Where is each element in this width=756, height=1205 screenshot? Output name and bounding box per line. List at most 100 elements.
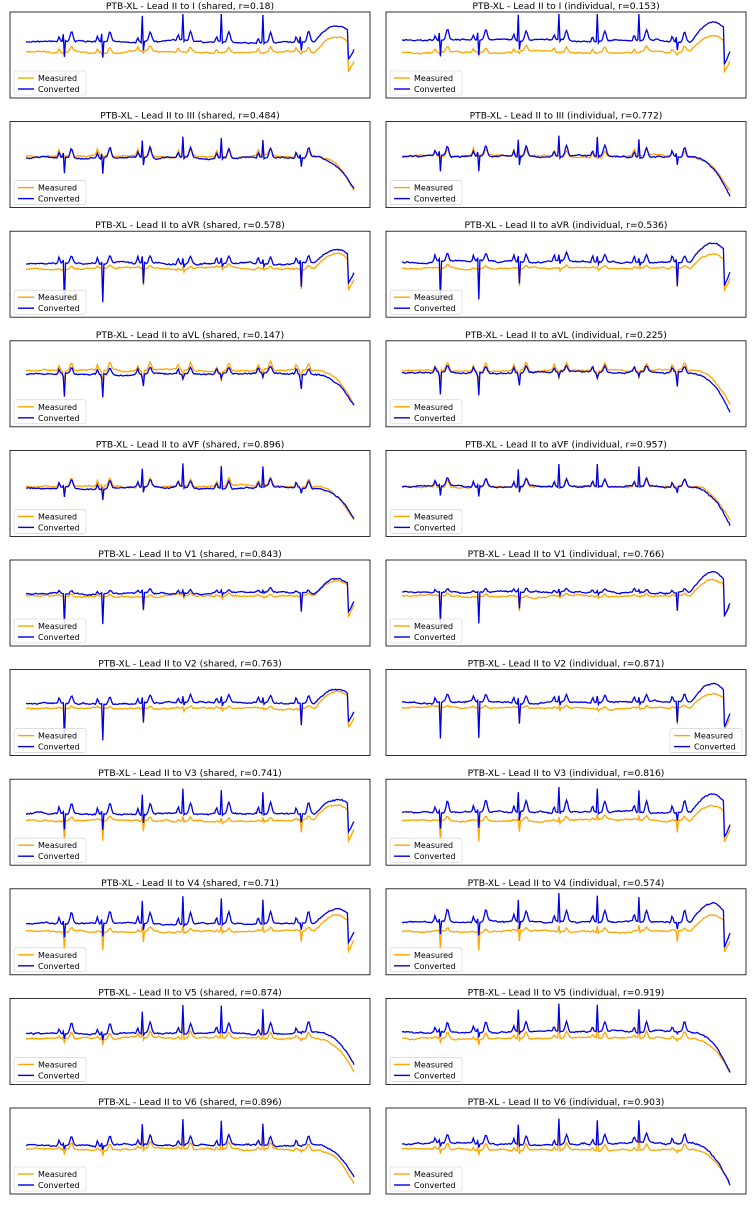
legend-measured-label: Measured — [38, 74, 77, 83]
legend-converted-label: Converted — [38, 1071, 80, 1080]
series-converted-line — [401, 364, 731, 413]
series-measured-line — [401, 578, 731, 623]
legend-measured-label: Measured — [38, 512, 77, 521]
series-measured-line — [401, 692, 731, 737]
axes-frame — [9, 449, 371, 537]
axes-frame — [385, 11, 747, 99]
axes-frame — [9, 230, 371, 318]
series-converted-line — [25, 896, 355, 945]
series-measured-line — [25, 1124, 355, 1184]
legend-converted-label: Converted — [414, 304, 456, 313]
subplot-title: PTB-XL - Lead II to V1 (shared, r=0.843) — [98, 549, 282, 560]
legend-converted-label: Converted — [38, 195, 80, 204]
legend: Measured Converted — [13, 728, 87, 753]
legend: Measured Converted — [389, 837, 463, 863]
legend: Measured Converted — [389, 399, 463, 425]
legend-measured-label: Measured — [414, 622, 453, 631]
subplot-title: PTB-XL - Lead II to V2 (individual, r=0.… — [468, 659, 665, 670]
subplot-title: PTB-XL - Lead II to aVR (shared, r=0.578… — [95, 220, 285, 231]
axes-frame — [9, 998, 371, 1085]
legend-measured-label: Measured — [414, 951, 453, 960]
subplot-title: PTB-XL - Lead II to V6 (shared, r=0.896) — [98, 1097, 282, 1108]
subplot-aVF-shared: PTB-XL - Lead II to aVF (shared, r=0.896… — [9, 439, 371, 537]
axes-frame — [9, 11, 371, 99]
legend-converted-label: Converted — [38, 304, 80, 313]
legend: Measured Converted — [13, 70, 87, 96]
legend: Measured Converted — [13, 180, 87, 205]
axes-frame — [385, 121, 747, 208]
subplot-V1-shared: PTB-XL - Lead II to V1 (shared, r=0.843)… — [9, 549, 371, 647]
series-measured-line — [25, 804, 355, 844]
legend: Measured Converted — [389, 947, 463, 973]
subplot-V1-individual: PTB-XL - Lead II to V1 (individual, r=0.… — [385, 549, 747, 647]
legend-converted-label: Converted — [38, 962, 80, 971]
subplot-III-individual: PTB-XL - Lead II to III (individual, r=0… — [385, 111, 747, 208]
subplot-aVL-individual: PTB-XL - Lead II to aVL (individual, r=0… — [385, 330, 747, 428]
subplot-aVR-individual: PTB-XL - Lead II to aVR (individual, r=0… — [385, 220, 747, 318]
legend: Measured Converted — [13, 947, 87, 973]
subplot-V5-shared: PTB-XL - Lead II to V5 (shared, r=0.874)… — [9, 987, 371, 1085]
legend-converted-label: Converted — [38, 743, 80, 752]
axes-frame — [9, 888, 371, 976]
subplot-V6-individual: PTB-XL - Lead II to V6 (individual, r=0.… — [385, 1097, 747, 1195]
legend-measured-label: Measured — [694, 732, 733, 741]
axes-frame — [385, 888, 747, 976]
legend-converted-label: Converted — [38, 633, 80, 642]
legend-measured-label: Measured — [414, 293, 453, 302]
legend-measured-label: Measured — [38, 732, 77, 741]
axes-frame — [9, 778, 371, 866]
legend: Measured Converted — [13, 837, 87, 863]
subplot-title: PTB-XL - Lead II to aVF (individual, r=0… — [465, 439, 667, 450]
axes-frame — [9, 121, 371, 208]
legend-measured-label: Measured — [414, 403, 453, 412]
subplot-title: PTB-XL - Lead II to V4 (individual, r=0.… — [468, 878, 665, 889]
series-converted-line — [401, 1118, 731, 1186]
series-measured-line — [25, 36, 355, 73]
legend-measured-label: Measured — [414, 1170, 453, 1179]
series-measured-line — [401, 804, 731, 842]
series-converted-line — [401, 786, 731, 838]
legend-converted-label: Converted — [38, 1181, 80, 1190]
legend: Measured Converted — [389, 509, 463, 534]
legend-measured-label: Measured — [38, 1060, 77, 1069]
subplot-title: PTB-XL - Lead II to V3 (shared, r=0.741) — [98, 768, 282, 779]
axes-frame — [385, 340, 747, 428]
legend: Measured Converted — [389, 180, 463, 205]
series-converted-line — [25, 136, 355, 189]
series-converted-line — [401, 463, 731, 527]
subplot-title: PTB-XL - Lead II to I (individual, r=0.1… — [472, 1, 659, 12]
subplot-V2-individual: PTB-XL - Lead II to V2 (individual, r=0.… — [385, 659, 747, 756]
legend-converted-label: Converted — [414, 523, 456, 532]
axes-frame — [385, 1107, 747, 1195]
axes-frame — [385, 230, 747, 318]
series-measured-line — [25, 690, 355, 738]
subplot-I-shared: PTB-XL - Lead II to I (shared, r=0.18) Me… — [9, 1, 371, 99]
axes-frame — [385, 998, 747, 1085]
series-measured-line — [401, 1012, 731, 1074]
series-measured-line — [25, 913, 355, 954]
legend-converted-label: Converted — [414, 195, 456, 204]
series-converted-line — [25, 1004, 355, 1065]
axes-frame — [385, 669, 747, 756]
axes-frame — [9, 559, 371, 647]
subplot-V3-individual: PTB-XL - Lead II to V3 (individual, r=0.… — [385, 768, 747, 866]
legend-measured-label: Measured — [414, 74, 453, 83]
series-converted-line — [25, 13, 355, 61]
axes-frame — [9, 1107, 371, 1195]
subplot-title: PTB-XL - Lead II to V1 (individual, r=0.… — [468, 549, 665, 560]
legend: Measured Converted — [13, 618, 87, 644]
series-converted-line — [401, 1003, 731, 1073]
series-converted-line — [401, 682, 731, 739]
axes-frame — [9, 669, 371, 756]
series-converted-line — [25, 688, 355, 741]
series-converted-line — [25, 788, 355, 834]
subplot-V3-shared: PTB-XL - Lead II to V3 (shared, r=0.741)… — [9, 768, 371, 866]
series-measured-line — [25, 252, 355, 301]
subplot-title: PTB-XL - Lead II to aVF (shared, r=0.896… — [96, 439, 285, 450]
series-measured-line — [25, 1013, 355, 1073]
subplot-title: PTB-XL - Lead II to V4 (shared, r=0.71) — [101, 878, 279, 889]
subplot-title: PTB-XL - Lead II to V6 (individual, r=0.… — [468, 1097, 665, 1108]
legend-converted-label: Converted — [414, 962, 456, 971]
legend: Measured Converted — [389, 1057, 463, 1082]
legend-converted-label: Converted — [38, 523, 80, 532]
